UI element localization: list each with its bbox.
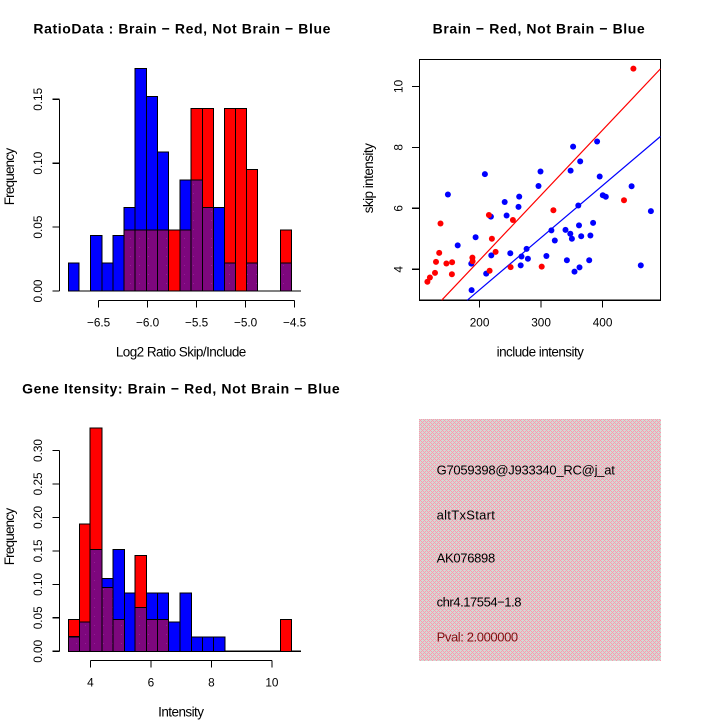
svg-text:−5.0: −5.0	[234, 316, 258, 330]
svg-text:0.10: 0.10	[31, 572, 45, 595]
svg-text:8: 8	[392, 144, 406, 151]
svg-text:chr4.17554−1.8: chr4.17554−1.8	[437, 595, 522, 610]
svg-text:0.00: 0.00	[31, 279, 45, 302]
svg-text:altTxStart: altTxStart	[437, 508, 496, 523]
svg-text:10: 10	[265, 676, 279, 690]
svg-text:skip intensity: skip intensity	[361, 143, 376, 213]
svg-text:0.15: 0.15	[31, 87, 45, 110]
svg-text:Brain − Red, Not Brain − Blue: Brain − Red, Not Brain − Blue	[433, 20, 646, 36]
svg-text:AK076898: AK076898	[437, 551, 495, 566]
svg-text:Pval: 2.000000: Pval: 2.000000	[437, 630, 518, 645]
svg-text:300: 300	[531, 316, 551, 330]
svg-text:Intensity: Intensity	[158, 705, 204, 720]
svg-text:0.30: 0.30	[31, 439, 45, 462]
svg-text:−5.5: −5.5	[185, 316, 209, 330]
svg-text:−4.5: −4.5	[283, 316, 307, 330]
svg-text:6: 6	[392, 205, 406, 212]
svg-text:RatioData : Brain − Red, Not B: RatioData : Brain − Red, Not Brain − Blu…	[33, 20, 331, 36]
svg-text:4: 4	[87, 676, 94, 690]
svg-text:Frequency: Frequency	[2, 508, 17, 566]
svg-text:4: 4	[392, 266, 406, 273]
svg-text:Log2 Ratio Skip/Include: Log2 Ratio Skip/Include	[116, 345, 246, 360]
svg-text:200: 200	[470, 316, 490, 330]
svg-text:include intensity: include intensity	[497, 345, 585, 360]
svg-text:−6.5: −6.5	[87, 316, 111, 330]
svg-text:400: 400	[593, 316, 613, 330]
svg-text:0.15: 0.15	[31, 539, 45, 562]
svg-text:0.05: 0.05	[31, 215, 45, 238]
svg-text:0.10: 0.10	[31, 151, 45, 174]
svg-text:−6.0: −6.0	[136, 316, 160, 330]
svg-text:0.05: 0.05	[31, 606, 45, 629]
svg-text:6: 6	[148, 676, 155, 690]
svg-text:0.00: 0.00	[31, 639, 45, 662]
svg-text:G7059398@J933340_RC@j_at: G7059398@J933340_RC@j_at	[437, 463, 616, 478]
svg-text:0.25: 0.25	[31, 472, 45, 495]
svg-text:Gene Itensity: Brain − Red, No: Gene Itensity: Brain − Red, Not Brain − …	[22, 381, 340, 397]
svg-text:8: 8	[208, 676, 215, 690]
svg-text:Frequency: Frequency	[2, 148, 17, 206]
svg-text:0.20: 0.20	[31, 505, 45, 528]
svg-text:10: 10	[392, 79, 406, 93]
